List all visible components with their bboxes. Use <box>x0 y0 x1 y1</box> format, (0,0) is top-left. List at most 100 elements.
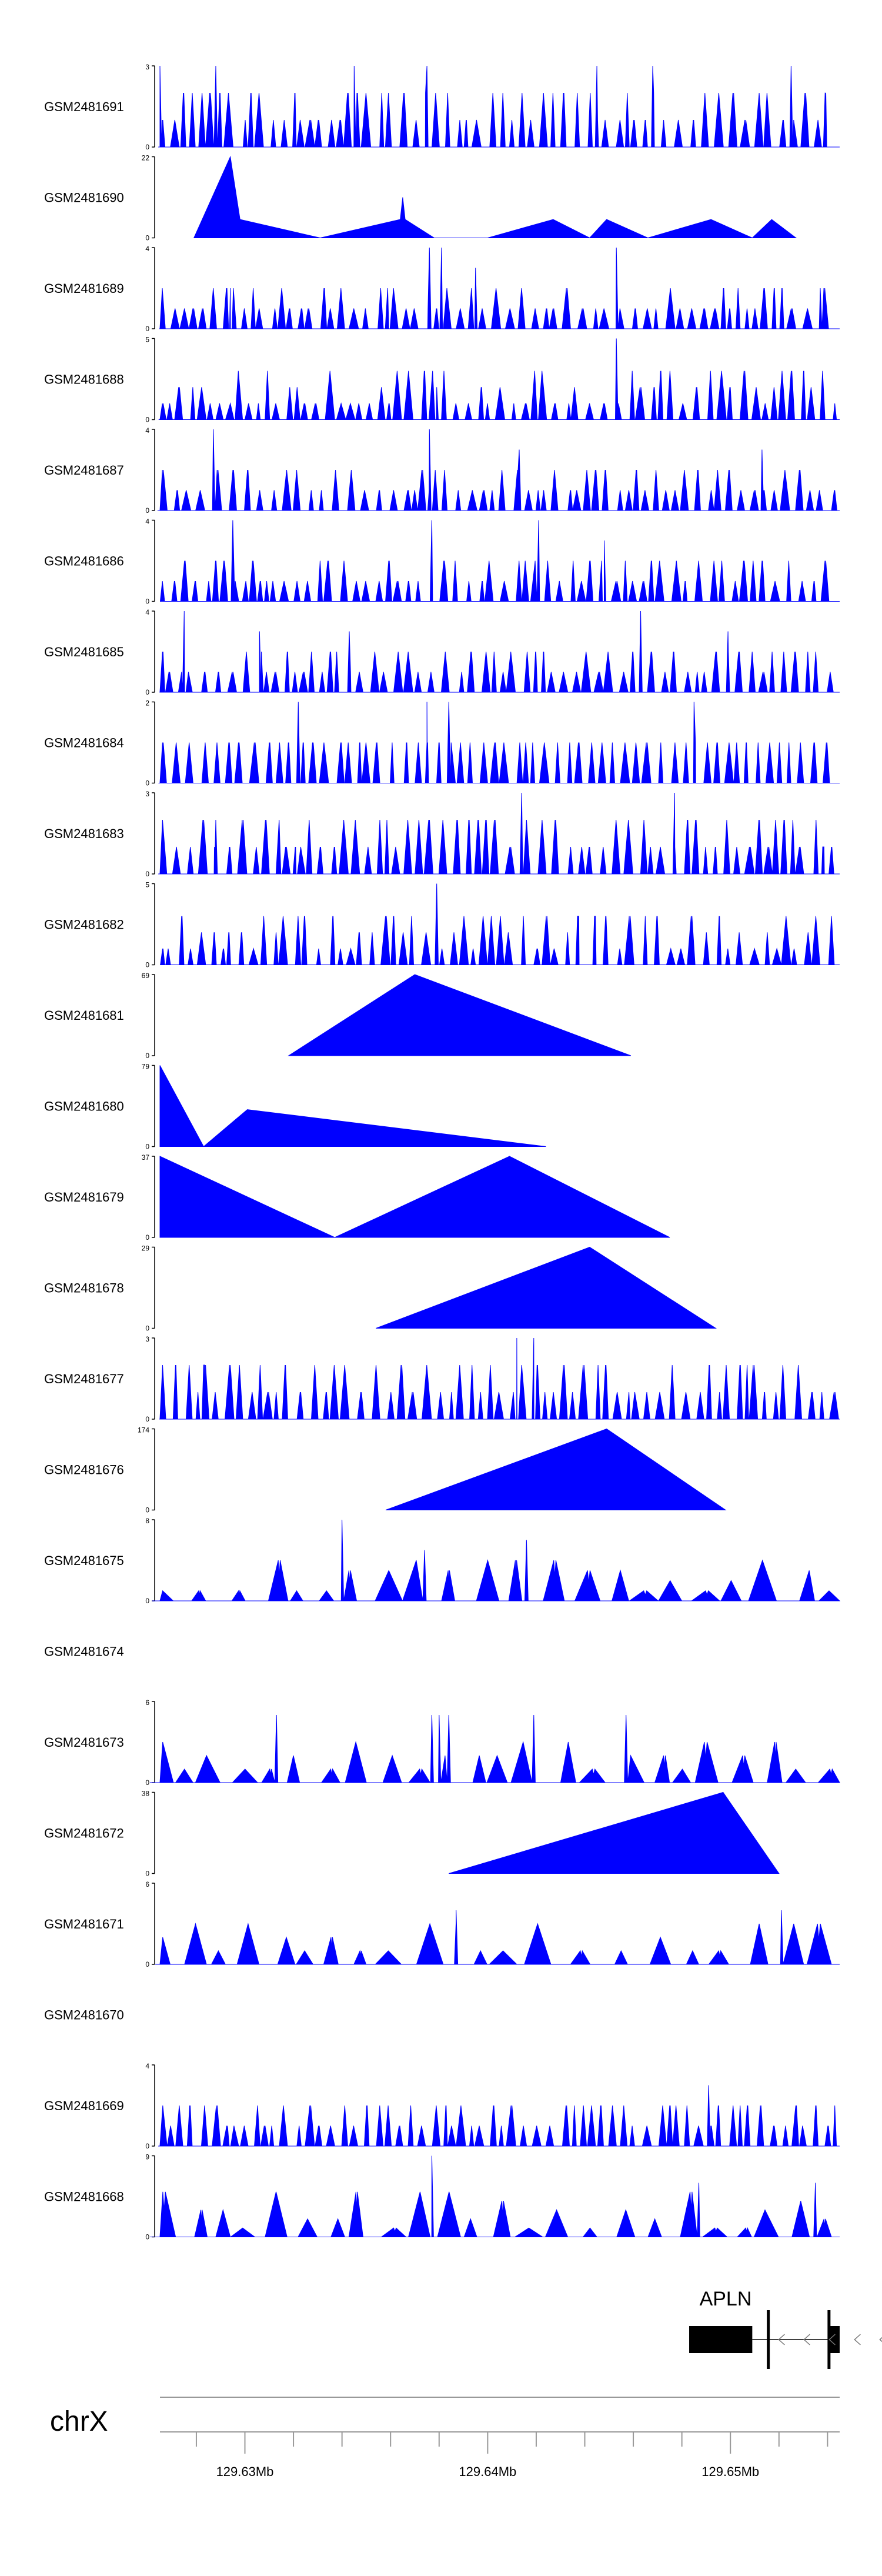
track-GSM2481687: GSM2481687 4 0 <box>44 426 840 515</box>
track-GSM2481680: GSM2481680 79 0 <box>44 1063 546 1151</box>
y-zero-label: 0 <box>145 1960 149 1968</box>
y-max-label: 3 <box>145 63 149 71</box>
y-zero-label: 0 <box>145 416 149 424</box>
coverage-area-GSM2481681 <box>288 974 632 1056</box>
y-zero-label: 0 <box>145 1415 149 1423</box>
y-zero-label: 0 <box>145 779 149 788</box>
coverage-area-GSM2481673 <box>149 1714 840 1783</box>
y-max-label: 3 <box>145 790 149 798</box>
track-GSM2481682: GSM2481682 5 0 <box>44 881 840 969</box>
track-GSM2481671: GSM2481671 6 0 <box>44 1880 840 1968</box>
y-zero-label: 0 <box>145 1052 149 1060</box>
track-GSM2481686: GSM2481686 4 0 <box>44 518 840 606</box>
x-tick-label: 129.65Mb <box>701 2464 759 2479</box>
y-max-label: 9 <box>145 2153 149 2161</box>
coverage-area-GSM2481686 <box>160 520 840 602</box>
track-GSM2481676: GSM2481676 174 0 <box>44 1426 727 1514</box>
coverage-area-GSM2481676 <box>385 1428 727 1510</box>
y-max-label: 79 <box>142 1063 150 1071</box>
track-GSM2481688: GSM2481688 5 0 <box>44 336 840 424</box>
coverage-area-GSM2481684 <box>158 702 840 783</box>
track-GSM2481679: GSM2481679 37 0 <box>44 1153 670 1242</box>
track-label: GSM2481675 <box>44 1553 124 1568</box>
coverage-area-GSM2481690 <box>193 155 797 239</box>
y-max-label: 4 <box>145 518 149 526</box>
track-label: GSM2481673 <box>44 1735 124 1750</box>
y-zero-label: 0 <box>145 2142 149 2150</box>
track-GSM2481684: GSM2481684 2 0 <box>44 699 840 788</box>
x-tick-label: 129.64Mb <box>459 2464 516 2479</box>
y-zero-label: 0 <box>145 2233 149 2241</box>
y-zero-label: 0 <box>145 325 149 333</box>
track-GSM2481678: GSM2481678 29 0 <box>44 1244 717 1333</box>
y-zero-label: 0 <box>145 1778 149 1787</box>
y-max-label: 38 <box>142 1790 150 1798</box>
y-max-label: 5 <box>145 336 149 344</box>
coverage-area-GSM2481679 <box>159 1156 670 1238</box>
y-zero-label: 0 <box>145 961 149 969</box>
y-zero-label: 0 <box>145 143 149 151</box>
track-label: GSM2481689 <box>44 281 124 296</box>
y-zero-label: 0 <box>145 1506 149 1514</box>
track-label: GSM2481678 <box>44 1281 124 1296</box>
track-GSM2481685: GSM2481685 4 0 <box>44 608 840 696</box>
coverage-area-GSM2481678 <box>376 1246 717 1329</box>
coverage-area-GSM2481675 <box>152 1519 841 1601</box>
y-max-label: 22 <box>142 154 150 162</box>
y-max-label: 8 <box>145 1517 149 1525</box>
track-GSM2481690: GSM2481690 22 0 <box>44 154 797 242</box>
coverage-area-GSM2481688 <box>158 338 840 420</box>
track-GSM2481670: GSM2481670 <box>44 2008 124 2023</box>
strand-arrow-icon <box>879 2337 882 2343</box>
gene-exon <box>830 2326 840 2353</box>
coverage-area-GSM2481668 <box>150 2155 840 2237</box>
track-label: GSM2481680 <box>44 1099 124 1114</box>
track-label: GSM2481679 <box>44 1190 124 1204</box>
y-zero-label: 0 <box>145 1870 149 1878</box>
y-max-label: 69 <box>142 972 150 980</box>
track-GSM2481674: GSM2481674 <box>44 1644 124 1659</box>
track-label: GSM2481681 <box>44 1008 124 1023</box>
coverage-area-GSM2481685 <box>159 610 840 693</box>
track-GSM2481683: GSM2481683 3 0 <box>44 790 840 878</box>
track-GSM2481672: GSM2481672 38 0 <box>44 1790 780 1878</box>
y-zero-label: 0 <box>145 1233 149 1242</box>
x-tick-label: 129.63Mb <box>216 2464 274 2479</box>
track-label: GSM2481683 <box>44 826 124 841</box>
track-GSM2481681: GSM2481681 69 0 <box>44 972 632 1060</box>
coverage-area-GSM2481680 <box>159 1065 546 1147</box>
track-label: GSM2481688 <box>44 372 124 387</box>
y-zero-label: 0 <box>145 1324 149 1333</box>
coverage-area-GSM2481689 <box>159 247 840 329</box>
y-zero-label: 0 <box>145 598 149 606</box>
y-zero-label: 0 <box>145 1143 149 1151</box>
track-label: GSM2481668 <box>44 2190 124 2204</box>
y-max-label: 4 <box>145 245 149 253</box>
track-label: GSM2481672 <box>44 1826 124 1841</box>
y-zero-label: 0 <box>145 234 149 242</box>
track-GSM2481677: GSM2481677 3 0 <box>44 1335 840 1423</box>
track-label: GSM2481676 <box>44 1463 124 1477</box>
track-label: GSM2481684 <box>44 736 124 750</box>
strand-arrow-icon <box>803 2334 810 2345</box>
track-GSM2481689: GSM2481689 4 0 <box>44 245 840 333</box>
y-zero-label: 0 <box>145 506 149 515</box>
track-label: GSM2481685 <box>44 645 124 659</box>
track-label: GSM2481669 <box>44 2098 124 2113</box>
coverage-area-GSM2481671 <box>155 1910 840 1965</box>
genome-axis: chrX 129.63Mb 129.64Mb 129.65Mb <box>50 2397 840 2479</box>
y-max-label: 6 <box>145 1699 149 1707</box>
track-label: GSM2481687 <box>44 463 124 478</box>
y-max-label: 37 <box>142 1153 150 1162</box>
y-max-label: 4 <box>145 2062 149 2070</box>
track-label: GSM2481677 <box>44 1372 124 1386</box>
y-max-label: 2 <box>145 699 149 708</box>
coverage-area-GSM2481682 <box>160 883 840 965</box>
track-label: GSM2481691 <box>44 99 124 114</box>
y-zero-label: 0 <box>145 688 149 696</box>
y-max-label: 4 <box>145 426 149 435</box>
coverage-area-GSM2481687 <box>157 429 840 511</box>
strand-arrow-icon <box>828 2334 836 2345</box>
gene-exon <box>689 2326 753 2353</box>
